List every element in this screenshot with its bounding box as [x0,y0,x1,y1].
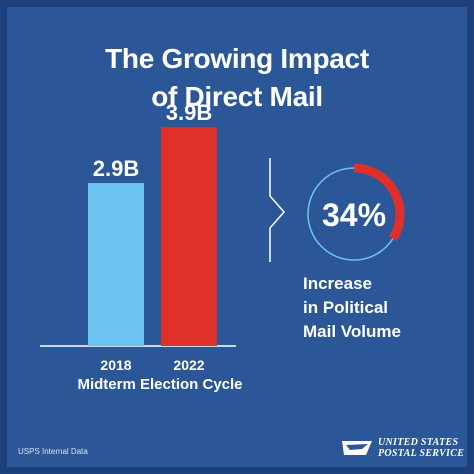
page-title: The Growing Impact of Direct Mail [0,40,474,116]
logo-line-1: UNITED STATES [378,437,459,448]
data-label-2018: 2.9B [93,156,139,181]
stat-caption-line-3: Mail Volume [303,322,401,341]
eagle-icon [342,441,372,455]
x-axis-title: Midterm Election Cycle [77,376,243,393]
stat-value: 34% [322,197,386,233]
data-label-2022: 3.9B [166,100,212,125]
stat-caption: Increase in Political Mail Volume [303,272,401,344]
stat-arc [353,163,405,242]
logo-wordmark: UNITED STATES POSTAL SERVICE [378,437,464,459]
bar-2018 [88,183,144,346]
chevron-divider [269,158,285,262]
usps-logo: UNITED STATES POSTAL SERVICE [340,437,464,459]
stat-caption-line-2: in Political [303,298,389,317]
bar-2022 [161,126,217,346]
tick-label-2022: 2022 [173,357,204,373]
title-line-2: of Direct Mail [151,81,323,112]
tick-label-2018: 2018 [100,357,131,373]
source-note: USPS Internal Data [18,447,88,456]
title-line-1: The Growing Impact [105,43,369,74]
logo-line-2: POSTAL SERVICE [378,448,465,459]
stat-caption-line-1: Increase [303,274,372,293]
